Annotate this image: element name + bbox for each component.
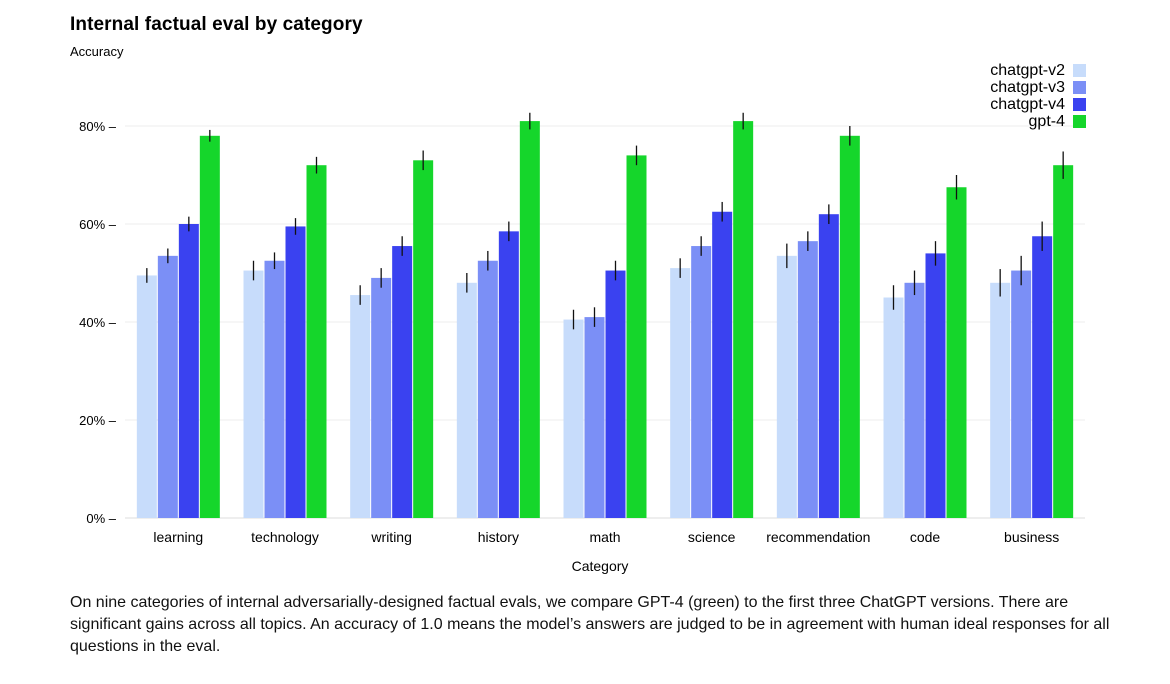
bar: [413, 160, 434, 519]
legend-swatch: [1073, 98, 1086, 111]
bar: [1011, 270, 1032, 518]
x-tick-label: math: [589, 529, 620, 545]
bar: [626, 155, 647, 518]
bar: [670, 268, 691, 518]
bar: [392, 246, 413, 519]
x-tick-label: learning: [153, 529, 203, 545]
y-tick-label: 0% –: [86, 511, 116, 526]
bar: [519, 121, 540, 518]
chart-title: Internal factual eval by category: [70, 14, 363, 35]
bar: [712, 211, 733, 518]
legend-label: gpt-4: [1028, 113, 1065, 130]
bar: [136, 275, 157, 518]
x-tick-label: technology: [251, 529, 319, 545]
legend-label: chatgpt-v4: [990, 96, 1065, 113]
bar: [563, 319, 584, 518]
bar: [243, 270, 264, 518]
x-axis-label: Category: [572, 558, 629, 574]
chart-caption: On nine categories of internal adversari…: [70, 594, 1110, 655]
bar: [925, 253, 946, 518]
legend-label: chatgpt-v2: [990, 62, 1065, 79]
legend-label: chatgpt-v3: [990, 79, 1065, 96]
legend: chatgpt-v2 chatgpt-v3 chatgpt-v4 gpt-4: [990, 62, 1086, 130]
bar: [839, 135, 860, 519]
legend-swatch: [1073, 64, 1086, 77]
bar: [178, 224, 199, 518]
bar: [498, 231, 519, 518]
y-tick-label: 80% –: [79, 119, 117, 134]
bar: [733, 121, 754, 518]
bar: [285, 226, 306, 518]
bar: [883, 297, 904, 518]
y-tick-label: 20% –: [79, 413, 117, 428]
bar: [477, 260, 498, 518]
bar: [264, 260, 285, 518]
bar: [157, 255, 178, 518]
legend-item-chatgpt-v4: chatgpt-v4: [990, 96, 1086, 113]
legend-item-chatgpt-v2: chatgpt-v2: [990, 62, 1086, 79]
x-tick-label: history: [478, 529, 519, 545]
bar-chart: 0% – 20% – 40% – 60% – 80% – learning technolo…: [79, 112, 1085, 574]
x-tick-label: science: [688, 529, 736, 545]
y-tick-label: 60% –: [79, 217, 117, 232]
bar: [691, 246, 712, 519]
bar: [1032, 236, 1053, 518]
y-axis-label: Accuracy: [70, 44, 124, 59]
x-tick-label: recommendation: [766, 529, 870, 545]
x-tick-label: writing: [370, 529, 411, 545]
legend-swatch: [1073, 81, 1086, 94]
bar: [306, 165, 327, 518]
x-tick-label: code: [910, 529, 941, 545]
legend-swatch: [1073, 115, 1086, 128]
legend-item-chatgpt-v3: chatgpt-v3: [990, 79, 1086, 96]
bar: [350, 295, 371, 518]
legend-item-gpt-4: gpt-4: [990, 113, 1086, 130]
bar: [1053, 165, 1074, 518]
bar: [797, 241, 818, 518]
y-tick-label: 40% –: [79, 315, 117, 330]
bar: [990, 282, 1011, 518]
x-tick-label: business: [1004, 529, 1059, 545]
bar: [456, 282, 477, 518]
bar: [199, 135, 220, 519]
bar: [371, 277, 392, 518]
bar: [946, 187, 967, 518]
bar: [818, 214, 839, 518]
bar: [776, 255, 797, 518]
bar: [904, 282, 925, 518]
bar: [605, 270, 626, 518]
bar: [584, 317, 605, 518]
